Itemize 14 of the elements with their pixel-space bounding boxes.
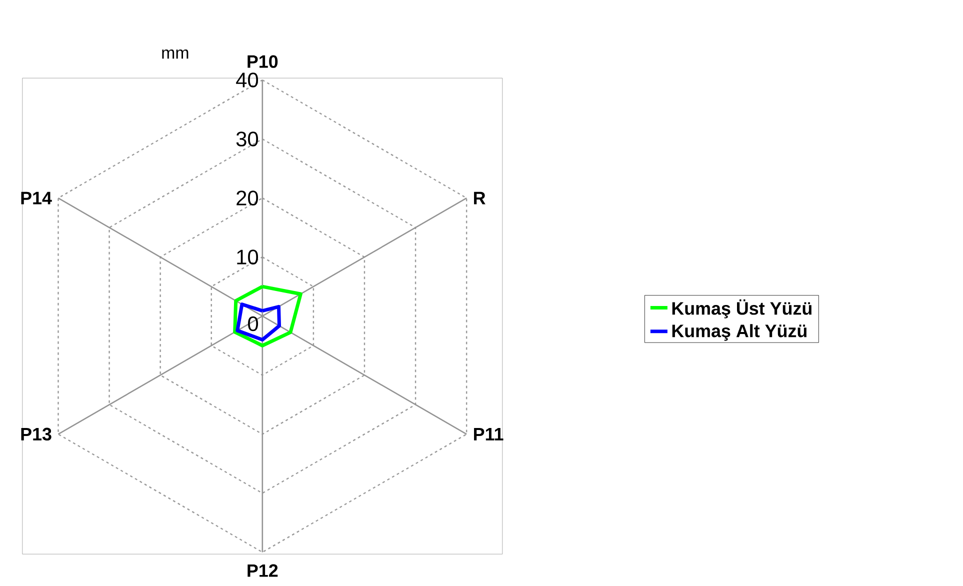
spoke-label: P14 bbox=[21, 192, 52, 204]
spoke-label: P13 bbox=[21, 428, 52, 441]
legend-label: Kumaş Alt Yüzü bbox=[672, 324, 806, 341]
legend-label: Kumaş Üst Yüzü bbox=[672, 299, 812, 318]
y-tick-label: 40 bbox=[236, 72, 258, 88]
y-tick-label: 30 bbox=[236, 132, 258, 146]
spoke-label: P11 bbox=[474, 428, 504, 440]
y-tick-label: 0 bbox=[248, 316, 258, 332]
spoke-label: R bbox=[474, 192, 486, 204]
spoke-label: P12 bbox=[248, 564, 278, 577]
y-tick-label: 20 bbox=[236, 190, 258, 206]
y-tick-label: 10 bbox=[237, 250, 258, 264]
text: mm bbox=[162, 49, 188, 59]
spoke-label: P10 bbox=[248, 55, 278, 68]
